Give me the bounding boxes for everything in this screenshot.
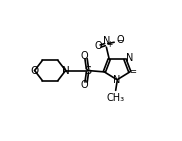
- Text: O: O: [94, 41, 102, 51]
- Text: =: =: [129, 67, 136, 76]
- Text: N: N: [113, 75, 121, 85]
- Text: N: N: [62, 66, 70, 75]
- Text: O: O: [80, 51, 88, 61]
- Text: O: O: [30, 66, 39, 75]
- Text: O: O: [80, 80, 88, 90]
- Text: N: N: [126, 53, 134, 63]
- Text: S: S: [84, 66, 91, 75]
- Text: −: −: [116, 36, 123, 45]
- Text: +: +: [106, 40, 112, 49]
- Text: N: N: [103, 36, 110, 46]
- Text: CH₃: CH₃: [107, 93, 125, 103]
- Text: O: O: [116, 35, 124, 45]
